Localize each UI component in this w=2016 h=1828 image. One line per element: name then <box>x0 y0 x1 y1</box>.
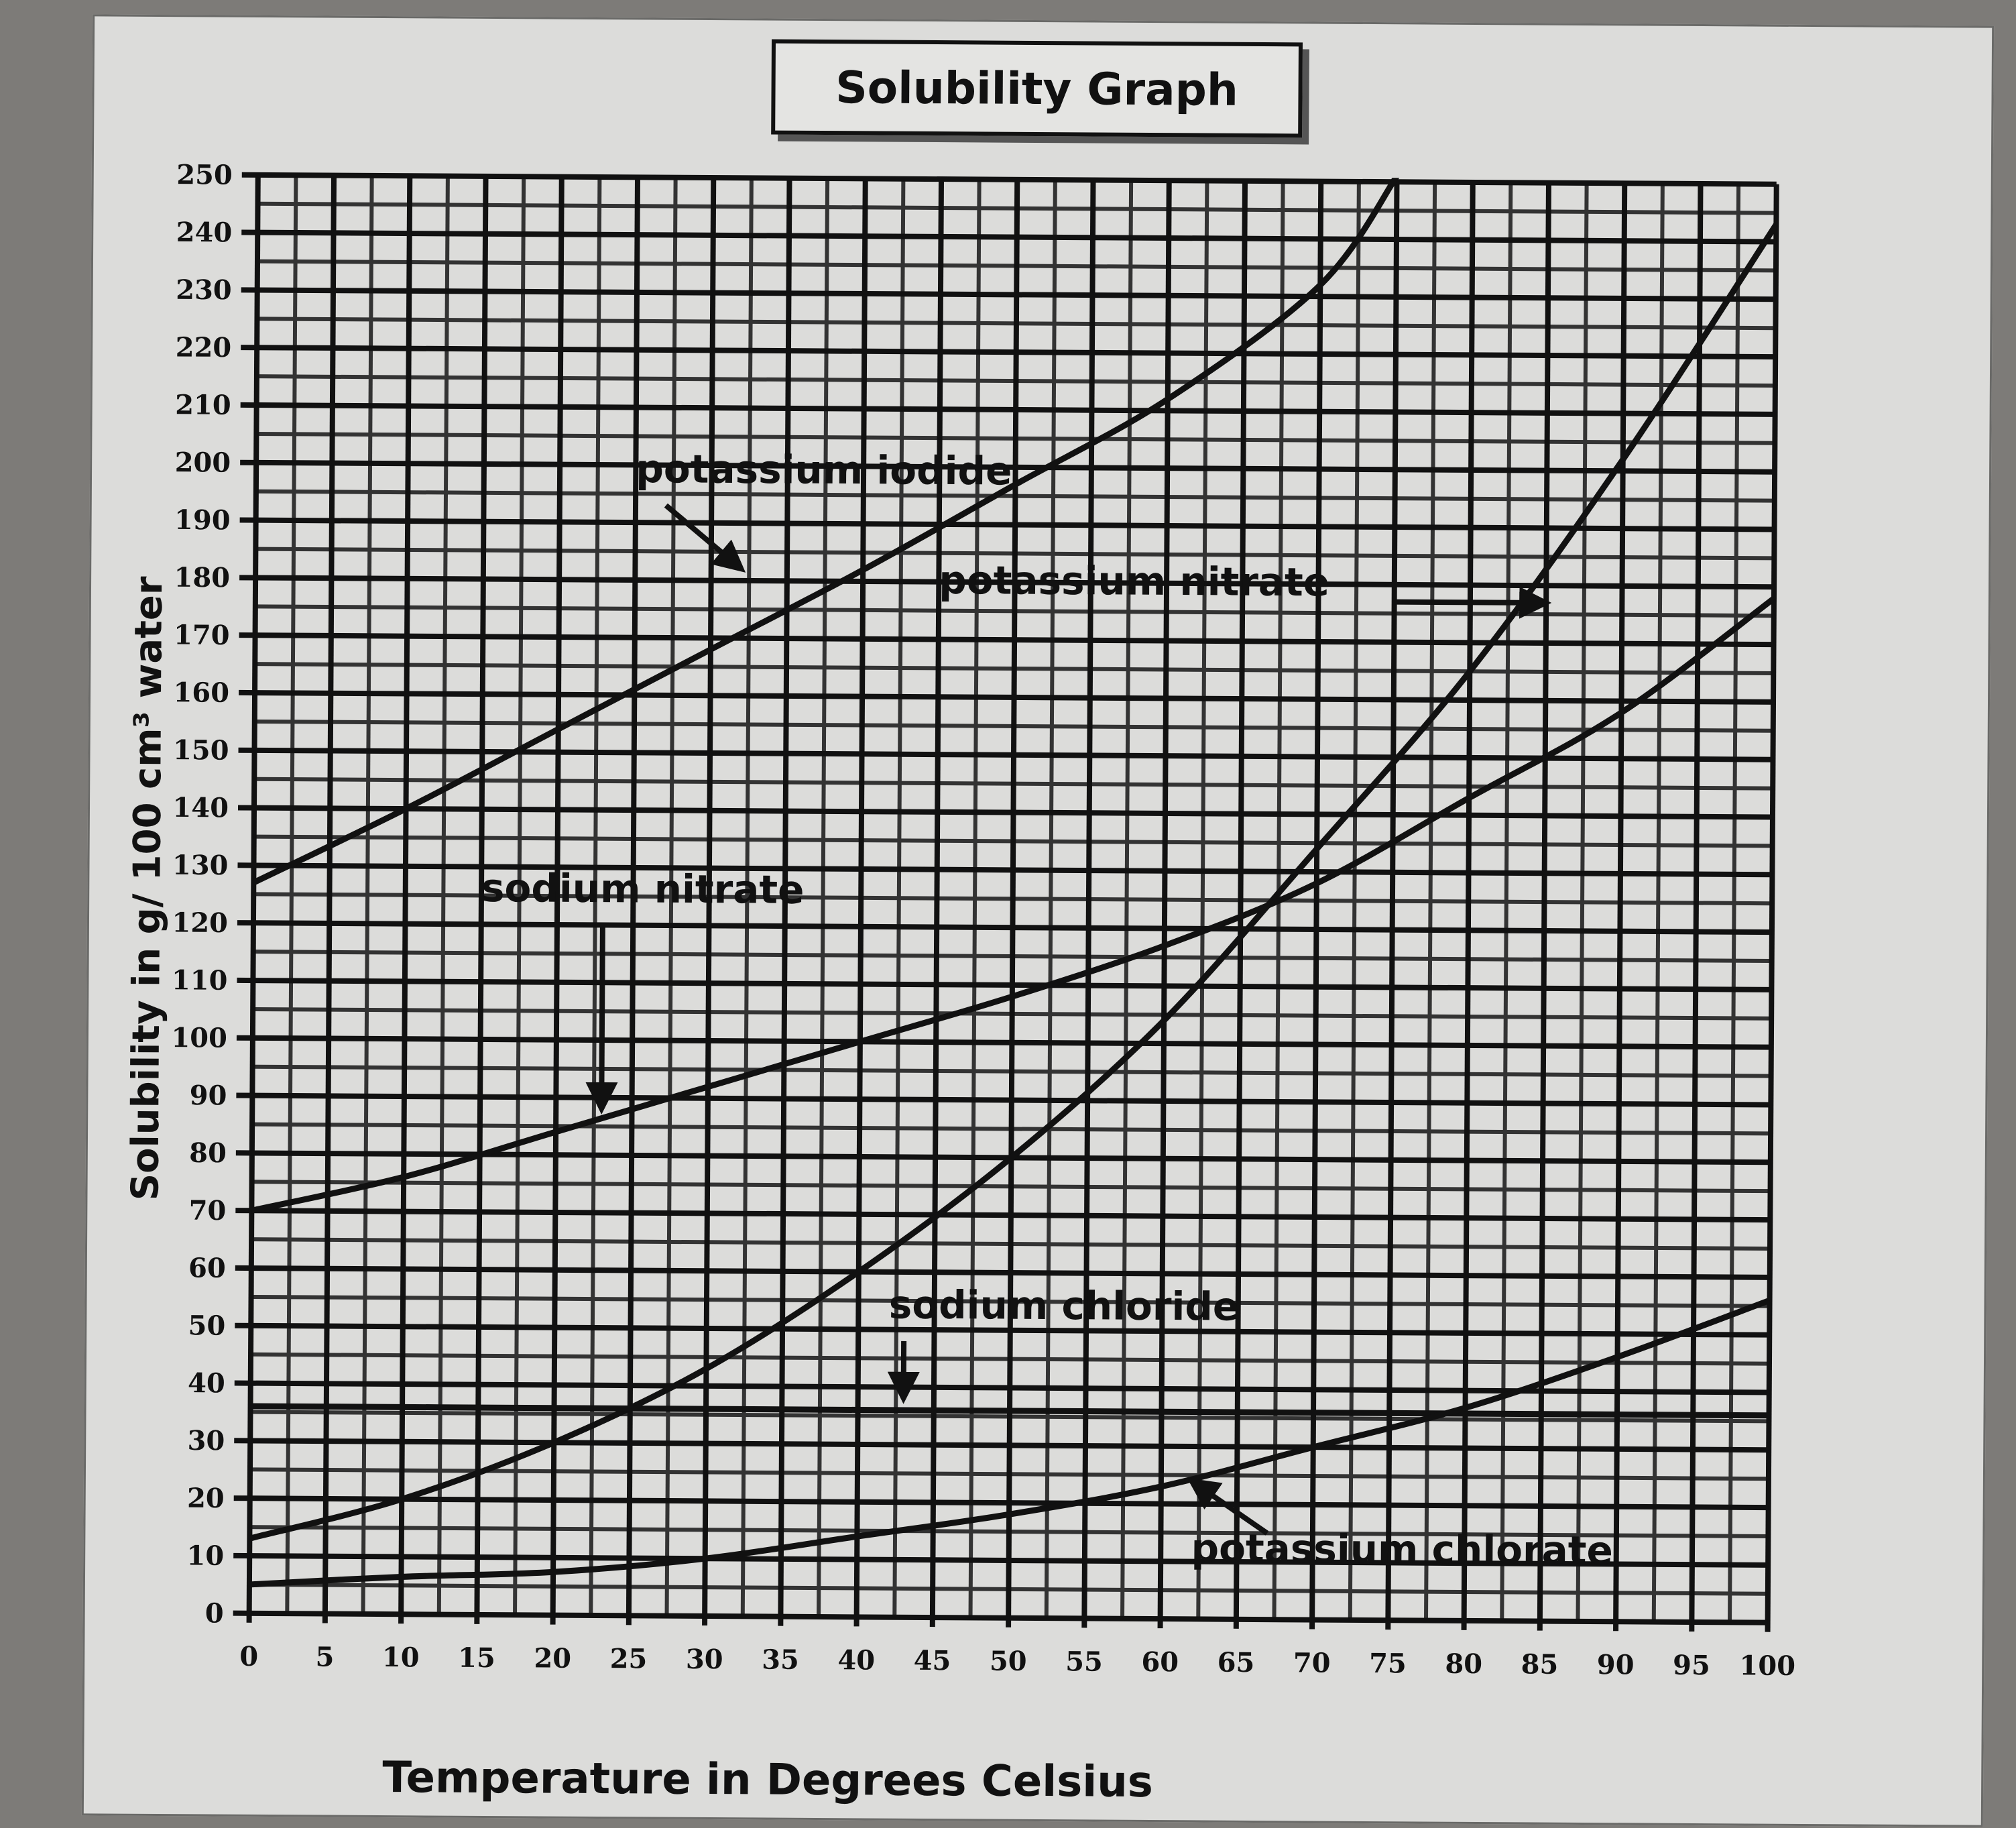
series-line-sodium-chloride <box>250 1403 1769 1419</box>
y-tick-label: 250 <box>176 159 233 191</box>
x-tick-label: 45 <box>914 1645 951 1676</box>
grid-line-y <box>233 1610 1768 1625</box>
label-arrow-potassium-iodide <box>664 503 746 573</box>
label-arrow-potassium-nitrate <box>1394 586 1552 619</box>
y-tick-label: 100 <box>171 1022 227 1054</box>
x-tick-label: 40 <box>837 1644 875 1676</box>
series-labels: potassium iodide potassium nitrate sodium … <box>481 446 1613 1574</box>
x-tick-label: 60 <box>1141 1646 1179 1678</box>
y-tick-label: 190 <box>174 504 231 536</box>
x-tick-label: 25 <box>610 1643 648 1674</box>
graph-paper-sheet: 0 5 10 15 20 25 30 35 40 45 50 55 60 65 70 75 80 85 90 95 10… <box>81 14 1995 1827</box>
tick-labels: 0 5 10 15 20 25 30 35 40 45 50 55 60 65 70 75 80 85 90 95 10… <box>171 159 1795 1682</box>
x-tick-label: 30 <box>686 1644 723 1675</box>
y-tick-label: 20 <box>187 1483 225 1514</box>
series-label-sodium-chloride: sodium chloride <box>889 1281 1240 1329</box>
x-tick-label: 35 <box>762 1644 799 1676</box>
x-tick-label: 50 <box>990 1646 1027 1677</box>
y-tick-label: 40 <box>188 1367 225 1399</box>
series-label-sodium-nitrate: sodium nitrate <box>481 865 805 913</box>
x-tick-label: 95 <box>1673 1650 1710 1681</box>
series-label-potassium-nitrate: potassium nitrate <box>939 557 1329 606</box>
y-tick-label: 150 <box>173 734 229 766</box>
grid-line-y <box>241 345 1776 360</box>
grid-line-y <box>233 1495 1769 1511</box>
x-tick-label: 5 <box>315 1641 334 1672</box>
grid-line-y <box>241 229 1777 245</box>
y-tick-label: 230 <box>176 274 232 306</box>
grid-line-y <box>237 805 1773 820</box>
y-tick-label: 60 <box>188 1252 226 1283</box>
x-tick-label: 85 <box>1521 1648 1559 1680</box>
y-tick-label: 80 <box>189 1137 227 1169</box>
grid-line-y <box>235 1265 1770 1280</box>
label-arrow-potassium-chlorate <box>1187 1477 1269 1536</box>
grid-line-y <box>235 1322 1770 1338</box>
grid-line-y <box>239 632 1774 648</box>
y-tick-label: 210 <box>175 389 231 421</box>
y-tick-label: 10 <box>186 1540 224 1571</box>
series-label-potassium-iodide: potassium iodide <box>636 446 1012 494</box>
y-tick-label: 30 <box>187 1425 225 1456</box>
y-tick-label: 180 <box>174 562 230 594</box>
x-tick-label: 0 <box>239 1641 258 1672</box>
x-tick-label: 90 <box>1597 1649 1635 1680</box>
y-tick-label: 50 <box>188 1310 225 1341</box>
x-tick-label: 80 <box>1445 1648 1482 1680</box>
y-tick-label: 90 <box>190 1080 227 1111</box>
y-tick-label: 130 <box>172 850 229 882</box>
y-tick-label: 120 <box>172 907 228 939</box>
grid-line-y <box>239 575 1775 590</box>
y-axis-title: Solubility in g/ 100 cm³ water <box>123 576 171 1201</box>
grid-line-y <box>236 1092 1771 1108</box>
series-lines <box>249 174 1779 1588</box>
grid-line-y <box>240 402 1775 417</box>
label-arrow-sodium-nitrate <box>585 925 618 1115</box>
grid-line-y <box>236 1035 1771 1050</box>
y-tick-label: 170 <box>174 620 230 652</box>
grid-line-y <box>241 172 1777 187</box>
x-tick-label: 20 <box>534 1642 571 1674</box>
x-tick-label: 65 <box>1218 1647 1255 1678</box>
x-tick-label: 10 <box>382 1642 420 1673</box>
series-line-sodium-nitrate <box>251 595 1776 1214</box>
grid-line-y <box>235 1208 1771 1223</box>
x-tick-label: 70 <box>1293 1647 1331 1678</box>
series-label-potassium-chlorate: potassium chlorate <box>1191 1526 1613 1574</box>
series-line-potassium-iodide <box>252 174 1400 886</box>
grid-line-y <box>237 920 1772 935</box>
x-tick-label: 55 <box>1065 1646 1103 1677</box>
series-line-potassium-nitrate <box>249 223 1779 1542</box>
x-tick-label: 100 <box>1739 1650 1795 1682</box>
grid-line-y <box>239 689 1774 705</box>
y-tick-label: 220 <box>176 332 232 364</box>
x-tick-label: 15 <box>458 1642 495 1674</box>
x-axis-title: Temperature in Degrees Celsius <box>382 1753 1153 1807</box>
grid-line-y <box>239 517 1775 532</box>
solubility-chart: 0 5 10 15 20 25 30 35 40 45 50 55 60 65 70 75 80 85 90 95 10… <box>123 159 1795 1807</box>
grid-line-y <box>234 1438 1769 1453</box>
y-tick-label: 200 <box>175 447 231 479</box>
grid-line-y <box>237 862 1773 878</box>
y-tick-label: 70 <box>189 1195 227 1226</box>
grid-line-y <box>238 747 1773 762</box>
y-tick-label: 140 <box>172 792 229 824</box>
y-tick-label: 110 <box>172 964 228 996</box>
x-tick-label: 75 <box>1369 1648 1407 1679</box>
grid-line-y <box>237 977 1772 992</box>
y-tick-label: 0 <box>205 1597 224 1629</box>
series-line-potassium-chlorate <box>249 1297 1771 1588</box>
grid-line-y <box>240 459 1775 475</box>
grid-line-y <box>241 287 1776 302</box>
chart-title: Solubility Graph <box>771 39 1303 138</box>
y-tick-label: 240 <box>176 217 233 249</box>
grid-line-y <box>233 1552 1769 1568</box>
y-tick-label: 160 <box>173 677 229 709</box>
